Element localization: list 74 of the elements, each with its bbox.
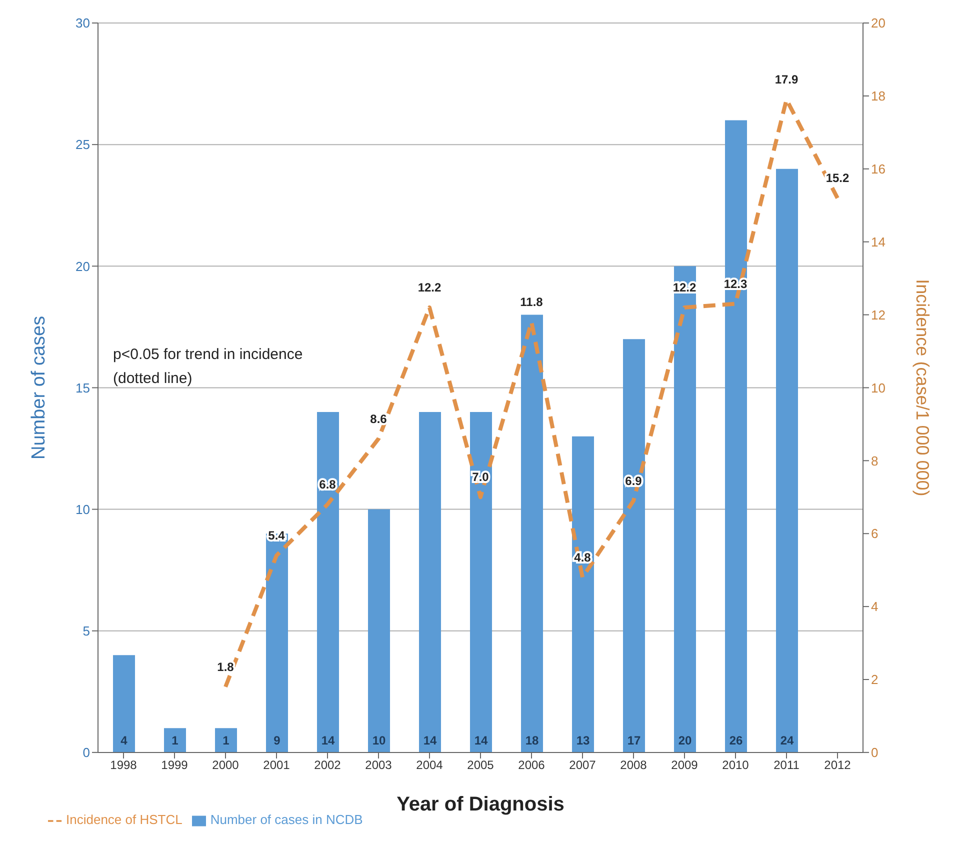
bar	[725, 120, 747, 752]
x-axis-title: Year of Diagnosis	[396, 793, 564, 816]
data-label: 4	[120, 733, 128, 748]
data-label: 6.9	[625, 474, 642, 488]
data-label: 1	[172, 733, 179, 748]
bar	[113, 655, 135, 752]
y-tick-label: 0	[82, 745, 90, 760]
x-tick-label: 2000	[212, 758, 240, 772]
y-tick-label: 10	[76, 502, 90, 517]
data-label: 10	[372, 733, 386, 748]
x-tick-label: 2003	[365, 758, 392, 772]
y2-tick-label: 4	[871, 599, 878, 614]
data-label: 1.8	[217, 660, 234, 674]
bar	[572, 436, 594, 752]
annotation: p<0.05 for trend in incidence (dotted line)	[113, 345, 303, 389]
bar	[368, 509, 390, 752]
bar	[419, 412, 441, 752]
x-tick-label: 2001	[263, 758, 290, 772]
data-label: 9	[274, 733, 281, 748]
x-tick-label: 2004	[416, 758, 444, 772]
data-label: 14	[321, 733, 335, 748]
x-tick-label: 2007	[569, 758, 596, 772]
data-label: 17	[627, 733, 641, 748]
y2-tick-label: 20	[871, 16, 886, 31]
x-tick-label: 2011	[774, 758, 800, 772]
data-label: 18	[525, 733, 539, 748]
data-label: 20	[678, 733, 692, 748]
x-tick-label: 2009	[671, 758, 698, 772]
bar	[164, 728, 186, 752]
x-tick-label: 2002	[314, 758, 342, 772]
data-label: 8.6	[370, 412, 388, 426]
x-tick-label: 2012	[824, 758, 852, 772]
y-tick-label: 25	[76, 137, 90, 152]
legend-label: Incidence of HSTCL	[66, 812, 182, 828]
data-label: 11.8	[520, 295, 544, 310]
y2-tick-label: 16	[871, 162, 886, 177]
y2-tick-label: 8	[871, 453, 878, 468]
x-tick-label: 1998	[110, 758, 138, 772]
y2-tick-label: 18	[871, 88, 886, 104]
y-axis-title: Number of cases	[28, 316, 50, 460]
data-label: 17.9	[774, 72, 798, 87]
y2-tick-label: 2	[871, 672, 878, 688]
x-tick-label: 2010	[722, 758, 750, 772]
bar	[623, 339, 645, 752]
x-tick-label: 1999	[161, 758, 188, 772]
bar	[521, 314, 543, 752]
y2-tick-label: 0	[871, 745, 878, 760]
data-label: 13	[576, 733, 590, 748]
y2-tick-label: 12	[871, 307, 886, 322]
data-label: 6.8	[319, 477, 336, 492]
y2-axis-title: Incidence (case/1 000 000)	[912, 279, 933, 496]
data-label: 14	[423, 733, 437, 748]
bar	[674, 266, 696, 752]
data-label: 24	[780, 733, 794, 748]
x-tick-label: 2005	[467, 758, 494, 772]
bar	[317, 412, 339, 752]
data-label: 1	[222, 733, 230, 748]
y-tick-label: 5	[82, 623, 90, 638]
y-tick-label: 20	[76, 258, 90, 274]
bar	[776, 168, 798, 752]
bar	[215, 728, 237, 752]
x-tick-label: 2006	[518, 758, 546, 772]
data-label: 4.8	[574, 550, 592, 564]
x-tick-label: 2008	[620, 758, 648, 772]
y2-tick-label: 6	[871, 526, 878, 542]
y2-tick-label: 10	[871, 380, 886, 396]
y2-tick-label: 14	[871, 234, 886, 250]
bar	[470, 412, 492, 752]
data-label: 14	[474, 733, 488, 748]
legend-label: Number of cases in NCDB	[210, 812, 363, 828]
y-tick-label: 30	[76, 16, 90, 31]
data-label: 12.2	[418, 280, 442, 294]
y-tick-label: 15	[76, 380, 90, 396]
data-label: 26	[729, 733, 743, 748]
